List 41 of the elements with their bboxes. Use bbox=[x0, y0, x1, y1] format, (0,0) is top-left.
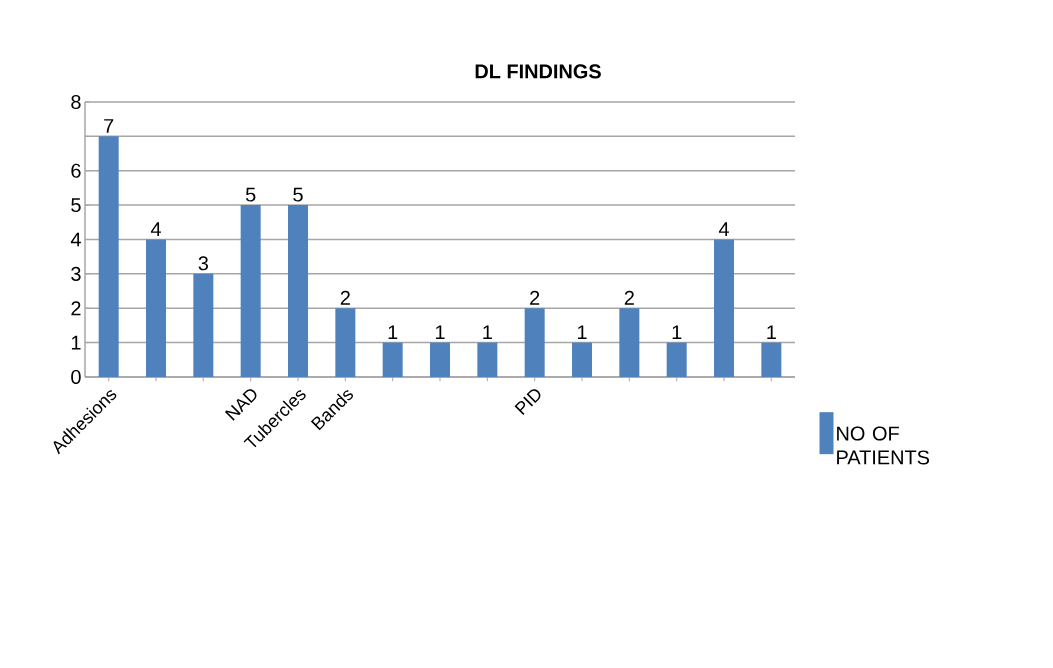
legend-label: NO OF PATIENTS bbox=[837, 426, 930, 465]
y-tick-label: 2 bbox=[71, 301, 81, 316]
bar bbox=[714, 239, 735, 377]
data-label: 1 bbox=[435, 325, 445, 340]
y-tick-label: 3 bbox=[71, 266, 81, 281]
y-tick-label: 8 bbox=[71, 94, 81, 110]
data-label: 5 bbox=[245, 187, 256, 202]
bar bbox=[619, 308, 640, 377]
bar bbox=[524, 308, 545, 377]
bar bbox=[98, 136, 119, 377]
chart-title: DL FINDINGS bbox=[475, 64, 601, 79]
data-label: 4 bbox=[150, 222, 161, 236]
data-label: 7 bbox=[104, 119, 114, 133]
bar bbox=[240, 205, 261, 377]
y-tick-label: 0 bbox=[71, 369, 81, 385]
y-tick-label: 6 bbox=[71, 163, 81, 178]
bar bbox=[146, 239, 167, 377]
data-label: 1 bbox=[483, 325, 492, 340]
y-tick-label: 5 bbox=[71, 198, 81, 213]
data-label: 2 bbox=[340, 290, 350, 305]
data-label: 1 bbox=[767, 325, 776, 340]
y-tick-label: 1 bbox=[71, 335, 81, 350]
bar bbox=[193, 273, 214, 377]
bar bbox=[382, 342, 403, 377]
data-label: 1 bbox=[388, 325, 398, 340]
data-label: 4 bbox=[718, 222, 729, 236]
data-label: 3 bbox=[198, 256, 209, 271]
y-tick-label: 4 bbox=[70, 232, 81, 247]
data-label: 1 bbox=[672, 325, 682, 340]
bar bbox=[477, 342, 498, 377]
data-label: 1 bbox=[577, 325, 587, 340]
data-label: 2 bbox=[530, 290, 540, 305]
bar bbox=[335, 308, 356, 377]
data-label: 2 bbox=[624, 290, 634, 305]
data-label: 5 bbox=[293, 187, 303, 202]
bar bbox=[572, 342, 593, 377]
bar bbox=[430, 342, 451, 377]
x-tick-label: PID bbox=[514, 389, 541, 416]
bar bbox=[761, 342, 782, 377]
bar bbox=[288, 205, 309, 377]
bar bbox=[666, 342, 687, 377]
